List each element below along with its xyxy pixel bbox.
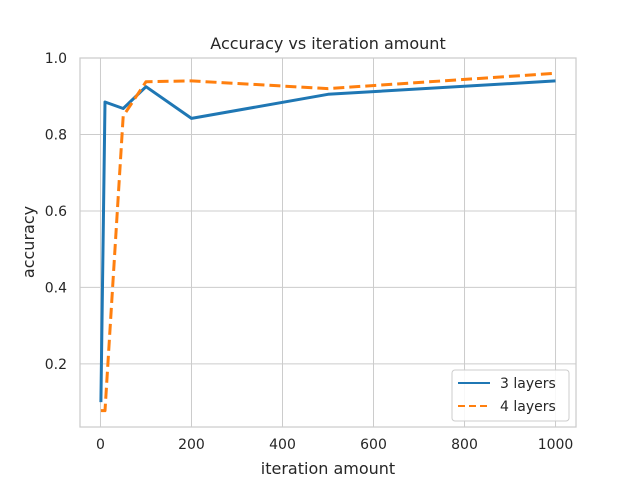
y-tick-label: 0.2 bbox=[45, 357, 67, 373]
legend-label: 3 layers bbox=[500, 376, 556, 392]
x-tick-label: 400 bbox=[269, 437, 296, 453]
y-tick-label: 1.0 bbox=[45, 51, 67, 67]
series-line bbox=[99, 79, 556, 403]
x-tick-label: 600 bbox=[360, 437, 387, 453]
y-tick-label: 0.8 bbox=[45, 127, 67, 143]
x-tick-label: 1000 bbox=[538, 437, 574, 453]
x-tick-label: 0 bbox=[96, 437, 105, 453]
chart-title: Accuracy vs iteration amount bbox=[210, 34, 445, 53]
series-line bbox=[100, 71, 556, 413]
x-axis-title: iteration amount bbox=[261, 459, 395, 478]
y-tick-label: 0.6 bbox=[45, 204, 67, 220]
y-tick-label: 0.4 bbox=[45, 280, 67, 296]
legend-label: 4 layers bbox=[500, 399, 556, 415]
plot-frame bbox=[79, 57, 577, 428]
legend: 3 layers 4 layers bbox=[451, 369, 570, 422]
y-tick-labels: 0.2 0.4 0.6 0.8 1.0 bbox=[45, 51, 67, 373]
series-layer bbox=[99, 71, 556, 413]
x-tick-labels: 0 200 400 600 800 1000 bbox=[96, 437, 573, 453]
x-tick-label: 200 bbox=[178, 437, 205, 453]
x-tick-label: 800 bbox=[451, 437, 478, 453]
y-axis-title: accuracy bbox=[19, 206, 38, 278]
plot-background bbox=[80, 58, 576, 427]
